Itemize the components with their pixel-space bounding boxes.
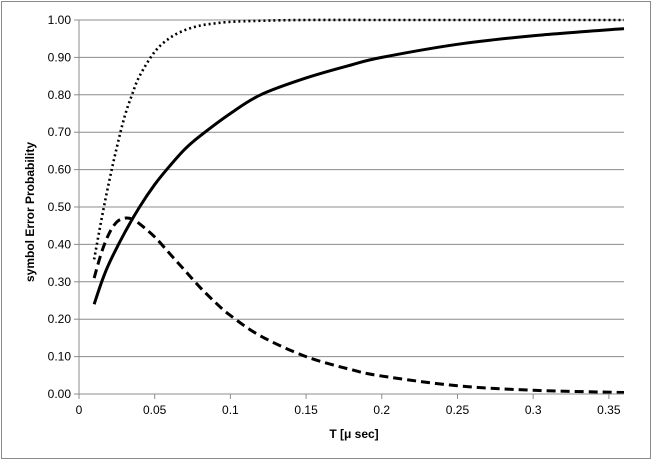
- x-tick-label: 0.25: [446, 403, 470, 417]
- series-line-dashed: [92, 216, 625, 394]
- y-tick-label: 0.90: [48, 50, 72, 64]
- x-tick-label: 0.35: [597, 403, 621, 417]
- y-tick-labels: 0.00 0.10 0.20 0.30 0.40 0.50 0.60 0.70 0.80 0.90…: [48, 13, 72, 401]
- x-tick-label: 0.3: [525, 403, 542, 417]
- y-tick-label: 0.60: [48, 163, 72, 177]
- x-tick-label: 0.15: [294, 403, 318, 417]
- y-tick-label: 0.00: [48, 387, 72, 401]
- axes: [78, 20, 624, 395]
- y-tick-label: 0.10: [48, 350, 72, 364]
- x-tick-label: 0: [76, 403, 83, 417]
- y-tick-label: 1.00: [48, 13, 72, 27]
- x-tick-label: 0.05: [143, 403, 167, 417]
- gridlines: [74, 19, 624, 399]
- series-line-dotted: [92, 18, 624, 260]
- y-axis-title: symbol Error Probability: [23, 142, 37, 282]
- y-tick-label: 0.70: [48, 125, 72, 139]
- y-tick-label: 0.30: [48, 275, 72, 289]
- y-tick-label: 0.50: [48, 200, 72, 214]
- x-tick-label: 0.1: [222, 403, 239, 417]
- y-tick-label: 0.80: [48, 88, 72, 102]
- x-tick-label: 0.2: [373, 403, 390, 417]
- y-tick-label: 0.40: [48, 237, 72, 251]
- series-layer: [92, 18, 625, 394]
- series-line-solid: [92, 27, 625, 305]
- x-axis-title: T [μ sec]: [329, 427, 378, 441]
- y-tick-label: 0.20: [48, 312, 72, 326]
- x-tick-labels: 0 0.05 0.1 0.15 0.2 0.25 0.3 0.35: [76, 403, 621, 417]
